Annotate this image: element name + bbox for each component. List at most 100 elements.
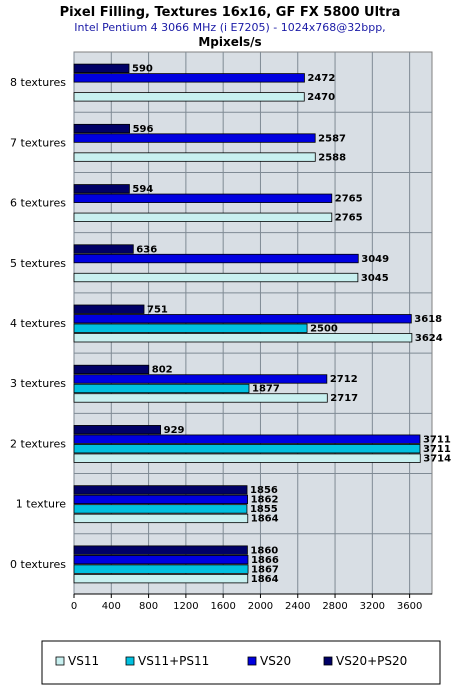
category-label: 7 textures: [10, 136, 66, 149]
legend-label: VS11: [68, 654, 99, 668]
category-label: 3 textures: [10, 377, 66, 390]
x-tick-label: 3200: [360, 601, 385, 612]
bar-vs20: [73, 374, 328, 384]
bar-vs11: [73, 393, 328, 403]
category-label: 5 textures: [10, 257, 66, 270]
bar-vs20: [73, 73, 305, 83]
value-label: 3624: [415, 333, 443, 344]
bar-vs20-ps20: [73, 244, 134, 254]
bar-vs11-ps11: [73, 564, 249, 574]
bar-vs20-ps20: [73, 425, 162, 435]
value-label: 3618: [414, 314, 442, 325]
x-tick-label: 2800: [322, 601, 347, 612]
value-label: 3711: [423, 434, 451, 445]
value-label: 2470: [307, 92, 335, 103]
value-label: 596: [133, 124, 154, 135]
x-tick-label: 3600: [397, 601, 422, 612]
legend-swatch: [323, 656, 333, 666]
value-label: 1866: [251, 555, 279, 566]
value-label: 2712: [330, 374, 358, 385]
x-tick-label: 0: [71, 601, 77, 612]
value-label: 2765: [335, 213, 363, 224]
x-tick-label: 2000: [248, 601, 273, 612]
value-label: 1864: [251, 574, 279, 585]
legend: VS11 VS11+PS11 VS20 VS20+PS20: [41, 640, 441, 685]
value-label: 929: [164, 425, 185, 436]
bar-vs11: [73, 573, 249, 584]
bar-vs20: [73, 133, 316, 143]
value-label: 1860: [250, 545, 278, 556]
bar-vs20: [73, 193, 333, 203]
bar-vs20: [73, 434, 421, 444]
chart-title-group: Pixel Filling, Textures 16x16, GF FX 580…: [60, 5, 401, 49]
category-label: 8 textures: [10, 76, 66, 89]
bar-vs20-ps20: [73, 545, 248, 555]
bar-vs20-ps20: [73, 63, 130, 74]
chart-subtitle: Intel Pentium 4 3066 MHz (i E7205) - 102…: [74, 21, 385, 34]
category-label: 6 textures: [10, 197, 66, 210]
chart-title: Pixel Filling, Textures 16x16, GF FX 580…: [60, 5, 401, 20]
bar-vs20-ps20: [73, 184, 130, 194]
value-label: 2588: [318, 152, 346, 163]
x-tick-label: 400: [102, 601, 121, 612]
bar-vs20-ps20: [73, 123, 130, 134]
value-label: 802: [152, 365, 173, 376]
value-label: 594: [132, 184, 153, 195]
bar-vs11: [73, 453, 421, 463]
x-tick-label: 2400: [285, 601, 310, 612]
value-label: 3045: [361, 273, 389, 284]
bar-vs20-ps20: [73, 304, 145, 314]
x-tick-label: 1200: [173, 601, 198, 612]
bar-vs20-ps20: [73, 364, 150, 375]
legend-label: VS11+PS11: [138, 654, 209, 668]
x-tick-label: 800: [139, 601, 158, 612]
value-label: 1864: [251, 514, 279, 525]
value-label: 2587: [318, 133, 346, 144]
category-label: 1 texture: [16, 498, 66, 511]
legend-swatch: [55, 656, 65, 666]
bar-vs11: [73, 333, 413, 343]
x-axis-ticks: 0 400 800 1200 1600 2000 2400 2800 3200 3600: [71, 594, 422, 612]
value-label: 1862: [251, 495, 279, 506]
bar-vs11: [73, 212, 333, 222]
bar-vs11: [73, 152, 316, 162]
bar-vs20: [73, 494, 248, 505]
bar-vs20-ps20: [73, 485, 248, 495]
x-tick-label: 1600: [210, 601, 235, 612]
value-label: 2765: [335, 194, 363, 205]
bar-vs11-ps11: [73, 383, 250, 394]
legend-label: VS20+PS20: [336, 654, 407, 668]
category-label: 2 textures: [10, 437, 66, 450]
bar-vs11: [73, 92, 305, 102]
legend-swatch: [247, 656, 257, 666]
value-label: 3049: [361, 254, 389, 265]
value-label: 1855: [250, 504, 278, 515]
legend-box: [41, 640, 441, 685]
value-label: 3711: [423, 444, 451, 455]
bar-vs11: [73, 513, 249, 524]
value-label: 1856: [250, 485, 278, 496]
bars: [73, 63, 421, 584]
bar-vs11-ps11: [73, 323, 308, 333]
bar-vs20: [73, 314, 412, 324]
legend-label: VS20: [260, 654, 291, 668]
value-label: 2472: [307, 73, 335, 84]
value-label: 3714: [423, 453, 451, 464]
legend-swatch: [125, 656, 135, 666]
value-labels: 590 2472 2470 596 2587 2588 594 2765 2765 636 3049…: [132, 64, 451, 585]
bar-vs11: [73, 272, 359, 283]
bar-vs20: [73, 253, 359, 264]
category-labels: 8 textures 7 textures 6 textures 5 textures…: [10, 76, 66, 571]
category-label: 4 textures: [10, 317, 66, 330]
value-label: 1877: [252, 384, 280, 395]
category-label: 0 textures: [10, 558, 66, 571]
value-label: 590: [132, 64, 153, 75]
value-label: 636: [136, 244, 157, 255]
chart-units: Mpixels/s: [198, 35, 261, 49]
value-label: 2717: [330, 393, 358, 404]
value-label: 1867: [251, 564, 279, 575]
bar-vs20: [73, 554, 249, 565]
value-label: 2500: [310, 324, 338, 335]
bar-vs11-ps11: [73, 444, 421, 454]
